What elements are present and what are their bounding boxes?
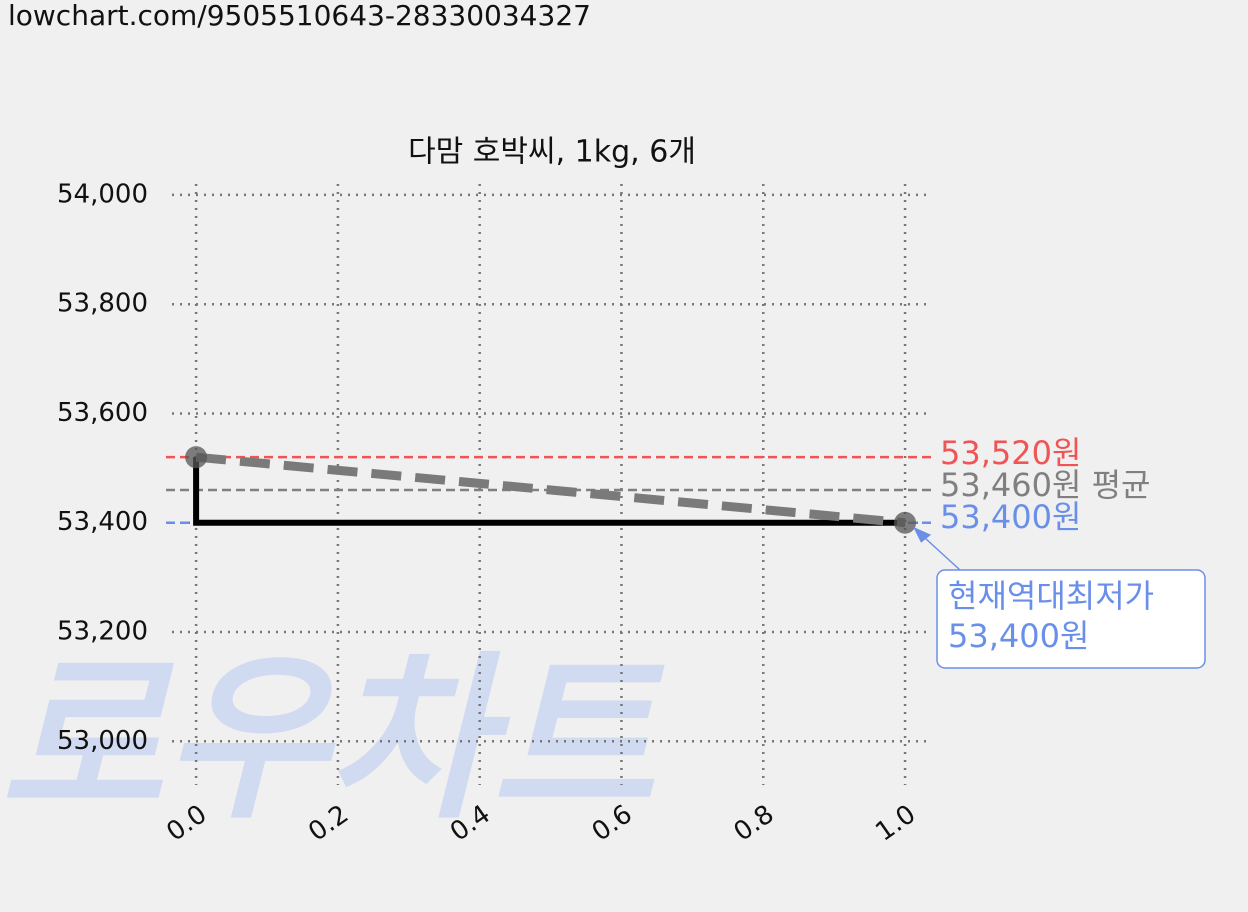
series-line bbox=[193, 457, 906, 526]
y-tick-label: 53,400 bbox=[57, 507, 148, 537]
y-tick-label: 53,800 bbox=[57, 289, 148, 319]
annotation-arrowhead bbox=[913, 526, 932, 543]
reference-label: 53,460원 평균 bbox=[940, 466, 1150, 504]
reference-label: 53,520원 bbox=[940, 434, 1081, 472]
annotation-text: 53,400원 bbox=[948, 617, 1089, 655]
point bbox=[185, 446, 208, 469]
point bbox=[894, 511, 917, 534]
annotation-text: 현재역대최저가 bbox=[948, 577, 1154, 615]
annotation-box bbox=[936, 569, 1206, 669]
watermark: 로우차트 bbox=[0, 636, 665, 843]
y-tick-label: 53,200 bbox=[57, 617, 148, 647]
y-tick-label: 53,000 bbox=[57, 726, 148, 756]
series-line bbox=[195, 452, 906, 528]
y-tick-label: 54,000 bbox=[57, 179, 148, 209]
chart-title: 다맘 호박씨, 1kg, 6개 bbox=[408, 135, 696, 170]
reference-label: 53,400원 bbox=[940, 498, 1081, 536]
y-tick-label: 53,600 bbox=[57, 398, 148, 428]
url: lowchart.com/9505510643-28330034327 bbox=[8, 0, 591, 32]
